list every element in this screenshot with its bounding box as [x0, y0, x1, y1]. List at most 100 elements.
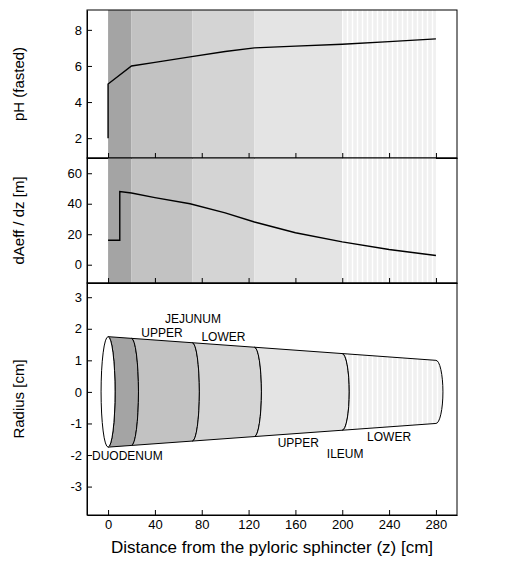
x-tick-label: 200 — [332, 517, 354, 532]
x-tick: 0 — [105, 510, 112, 532]
group-label: JEJUNUM — [165, 312, 221, 326]
y-tick: 0 — [75, 257, 92, 272]
region-band — [131, 158, 192, 283]
tick-mark — [87, 204, 92, 205]
x-tick — [342, 278, 343, 283]
tick-mark — [436, 153, 437, 158]
y-tick: 1 — [75, 353, 92, 368]
x-tick — [342, 153, 343, 158]
tick-mark — [436, 510, 437, 515]
plot-area — [101, 337, 443, 447]
y-tick: 2 — [75, 321, 92, 336]
tick-mark — [389, 153, 390, 158]
y-tick-label: 4 — [75, 95, 82, 110]
tick-mark — [108, 278, 109, 283]
y-tick-label: 40 — [68, 196, 82, 211]
x-tick: 240 — [379, 510, 401, 532]
x-tick: 120 — [238, 510, 260, 532]
region-band — [254, 158, 342, 283]
segment-label: LOWER — [201, 330, 245, 344]
y-axis-title: pH (fasted) — [10, 47, 27, 121]
plot-area — [108, 158, 436, 283]
tick-mark — [295, 153, 296, 158]
y-tick-label: -1 — [70, 416, 82, 431]
x-tick-label: 160 — [285, 517, 307, 532]
y-tick: 8 — [75, 23, 92, 38]
tick-mark — [108, 153, 109, 158]
tick-mark — [87, 360, 92, 361]
tube-segment — [131, 338, 199, 445]
y-axis: -3-2-10123 — [70, 284, 92, 516]
segment-label: UPPER — [141, 326, 183, 340]
y-tick-label: 6 — [75, 59, 82, 74]
y-tick-label: -3 — [70, 479, 82, 494]
tick-mark — [87, 297, 92, 298]
tick-mark — [155, 510, 156, 515]
x-tick-label: 120 — [238, 517, 260, 532]
y-tick: 20 — [68, 227, 92, 242]
x-tick-label: 0 — [105, 517, 112, 532]
segment-labels: DUODENUM UPPER LOWER UPPER LOWER JEJUNUM ILEUM — [92, 312, 411, 464]
tick-mark — [87, 265, 92, 266]
panel: DUODENUM UPPER LOWER UPPER LOWER JEJUNUM ILEUM… — [10, 283, 458, 557]
region-band — [131, 10, 192, 158]
x-tick: 40 — [148, 510, 162, 532]
y-tick-label: 3 — [75, 290, 82, 305]
panel: 2 4 6 8 pH (fasted) — [10, 10, 458, 159]
x-tick-label: 240 — [379, 517, 401, 532]
x-tick — [436, 278, 437, 283]
tick-mark — [108, 510, 109, 515]
x-tick — [202, 153, 203, 158]
plot-frame — [87, 158, 457, 283]
tick-mark — [87, 487, 92, 488]
tick-mark — [342, 278, 343, 283]
x-tick — [155, 153, 156, 158]
y-tick-label: 2 — [75, 131, 82, 146]
tick-mark — [202, 510, 203, 515]
tick-mark — [249, 153, 250, 158]
axis-line — [88, 515, 458, 516]
tick-mark — [389, 510, 390, 515]
plot-frame — [87, 283, 457, 515]
y-axis-title: dAeff / dz [m] — [10, 176, 27, 264]
y-tick-label: 2 — [75, 321, 82, 336]
x-tick — [202, 278, 203, 283]
tick-mark — [87, 234, 92, 235]
tick-mark — [342, 153, 343, 158]
x-tick — [389, 278, 390, 283]
x-tick: 160 — [285, 510, 307, 532]
tick-mark — [87, 455, 92, 456]
panel: 0 20 40 60 dAeff / dz [m] — [10, 158, 458, 284]
y-tick: 0 — [75, 385, 92, 400]
segment-label: DUODENUM — [92, 449, 163, 463]
y-tick-label: 1 — [75, 353, 82, 368]
y-tick-label: 0 — [75, 257, 82, 272]
y-tick-label: 60 — [68, 166, 82, 181]
tick-mark — [342, 510, 343, 515]
tick-mark — [87, 392, 92, 393]
tick-mark — [87, 102, 92, 103]
tick-mark — [295, 510, 296, 515]
region-band — [108, 10, 131, 158]
tick-mark — [436, 278, 437, 283]
tube-end — [101, 337, 115, 447]
tick-mark — [249, 278, 250, 283]
y-tick: 4 — [75, 95, 92, 110]
y-axis: 0 20 40 60 — [68, 159, 92, 284]
segment-label: LOWER — [367, 430, 411, 444]
x-tick — [108, 278, 109, 283]
region-band — [192, 10, 254, 158]
tick-mark — [202, 153, 203, 158]
x-axis-title: Distance from the pyloric sphincter (z) … — [111, 538, 433, 557]
tick-mark — [249, 510, 250, 515]
segment-label: UPPER — [278, 436, 320, 450]
region-band — [192, 158, 254, 283]
tube-segment — [192, 343, 261, 441]
group-label: ILEUM — [327, 447, 364, 461]
y-tick-label: 0 — [75, 385, 82, 400]
x-tick — [155, 278, 156, 283]
tick-mark — [155, 278, 156, 283]
x-tick: 200 — [332, 510, 354, 532]
y-tick: 40 — [68, 196, 92, 211]
y-tick-label: 8 — [75, 23, 82, 38]
